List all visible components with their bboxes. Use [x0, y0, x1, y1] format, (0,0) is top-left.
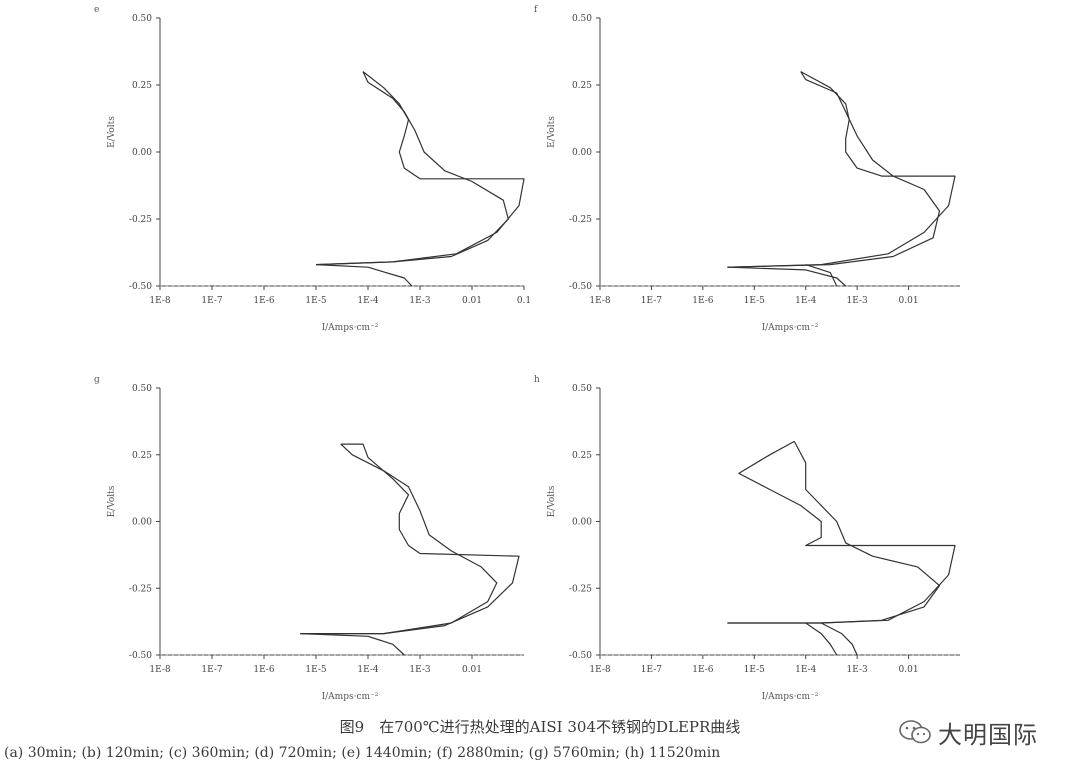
- x-tick-label: 1E-3: [409, 296, 431, 306]
- chart-panel-g: -0.50 -0.25 0.00 0.25 0.50 1E-8 1E-7 1E-6 1E-5 1E…: [94, 375, 524, 702]
- y-tick-label: -0.50: [129, 651, 152, 661]
- x-axis-title: I/Amps·cm⁻²: [322, 692, 379, 702]
- x-tick-label: 1E-5: [744, 296, 766, 306]
- x-tick-label: 1E-8: [589, 296, 611, 306]
- x-axis-title: I/Amps·cm⁻²: [762, 692, 819, 702]
- curve-series-3: [727, 266, 847, 287]
- x-tick-label: 1E-6: [692, 665, 714, 675]
- y-tick-label: 0.50: [572, 384, 592, 394]
- curve-series-1: [315, 71, 525, 266]
- y-tick-label: 0.50: [132, 384, 152, 394]
- x-tick-label: 1E-8: [149, 665, 171, 675]
- x-tick-label: 1E-7: [201, 665, 223, 675]
- y-tick-label: 0.25: [572, 451, 592, 461]
- y-axis-title: E/Volts: [107, 485, 117, 517]
- y-tick-label: -0.25: [129, 215, 152, 225]
- x-tick-label: 0.1: [517, 296, 531, 306]
- x-axis-title: I/Amps·cm⁻²: [762, 323, 819, 333]
- curve-series-2: [315, 71, 509, 266]
- x-tick-label: 1E-4: [357, 296, 379, 306]
- y-tick-label: 0.00: [132, 518, 152, 528]
- x-tick-label: 1E-7: [641, 665, 663, 675]
- x-tick-label: 1E-4: [795, 296, 817, 306]
- x-tick-label: 1E-5: [305, 665, 327, 675]
- y-tick-label: 0.50: [132, 14, 152, 24]
- x-tick-label: 1E-8: [149, 296, 171, 306]
- x-tick-label: 1E-6: [692, 296, 714, 306]
- watermark: 大明国际: [898, 712, 1038, 752]
- curve-series-2: [727, 441, 941, 624]
- y-tick-label: -0.25: [569, 584, 592, 594]
- x-tick-label: 1E-5: [305, 296, 327, 306]
- y-axis-title: E/Volts: [107, 116, 117, 148]
- y-tick-label: 0.25: [132, 81, 152, 91]
- x-tick-label: 0.01: [899, 665, 919, 675]
- x-tick-label: 1E-4: [795, 665, 817, 675]
- y-tick-label: 0.25: [572, 81, 592, 91]
- panel-letter: e: [94, 5, 99, 15]
- curve-series-3: [805, 622, 838, 656]
- y-tick-label: 0.50: [572, 14, 592, 24]
- curve-series-3: [315, 264, 413, 287]
- figure-subcaption: (a) 30min; (b) 120min; (c) 360min; (d) 7…: [4, 745, 721, 761]
- y-tick-label: -0.50: [129, 282, 152, 292]
- x-tick-label: 1E-6: [253, 296, 275, 306]
- y-tick-label: 0.25: [132, 451, 152, 461]
- y-axis-title: E/Volts: [547, 116, 557, 148]
- panel-letter: f: [534, 5, 538, 15]
- figure-caption: 图9 在700℃进行热处理的AISI 304不锈钢的DLEPR曲线: [339, 718, 741, 736]
- x-tick-label: 1E-3: [847, 665, 869, 675]
- panel-letter: g: [94, 375, 100, 385]
- x-tick-label: 0.01: [899, 296, 919, 306]
- x-tick-label: 1E-7: [201, 296, 223, 306]
- y-tick-label: 0.00: [572, 518, 592, 528]
- x-tick-label: 1E-8: [589, 665, 611, 675]
- curve-series-2: [300, 443, 498, 635]
- chart-panel-h: -0.50 -0.25 0.00 0.25 0.50 1E-8 1E-7 1E-6 1E-5 1E…: [534, 375, 960, 702]
- curve-series-1: [727, 440, 956, 624]
- x-tick-label: 0.01: [462, 665, 482, 675]
- chart-panel-e: -0.50 -0.25 0.00 0.25 0.50 1E-8 1E-7 1E-6 1E-5 1E…: [94, 5, 531, 333]
- x-tick-label: 0.01: [462, 296, 482, 306]
- x-tick-label: 1E-5: [744, 665, 766, 675]
- x-tick-label: 1E-4: [357, 665, 379, 675]
- curve-series-4: [820, 622, 858, 656]
- watermark-text: 大明国际: [938, 720, 1038, 749]
- curve-series-2: [727, 71, 941, 268]
- curve-series-1: [300, 443, 520, 635]
- curve-series-3: [300, 633, 405, 656]
- y-tick-label: -0.50: [569, 651, 592, 661]
- x-tick-label: 1E-3: [409, 665, 431, 675]
- x-axis-title: I/Amps·cm⁻²: [322, 323, 379, 333]
- wechat-logo-icon: [899, 720, 931, 744]
- x-tick-label: 1E-6: [253, 665, 275, 675]
- curve-series-4: [805, 264, 838, 287]
- x-tick-label: 1E-7: [641, 296, 663, 306]
- panel-letter: h: [534, 375, 540, 385]
- y-axis-title: E/Volts: [547, 485, 557, 517]
- y-tick-label: 0.00: [572, 148, 592, 158]
- curve-series-1: [727, 71, 956, 268]
- y-tick-label: -0.50: [569, 282, 592, 292]
- y-tick-label: -0.25: [569, 215, 592, 225]
- y-tick-label: 0.00: [132, 148, 152, 158]
- chart-panel-f: -0.50 -0.25 0.00 0.25 0.50 1E-8 1E-7 1E-6 1E-5 1E…: [534, 5, 960, 333]
- x-tick-label: 1E-3: [847, 296, 869, 306]
- y-tick-label: -0.25: [129, 584, 152, 594]
